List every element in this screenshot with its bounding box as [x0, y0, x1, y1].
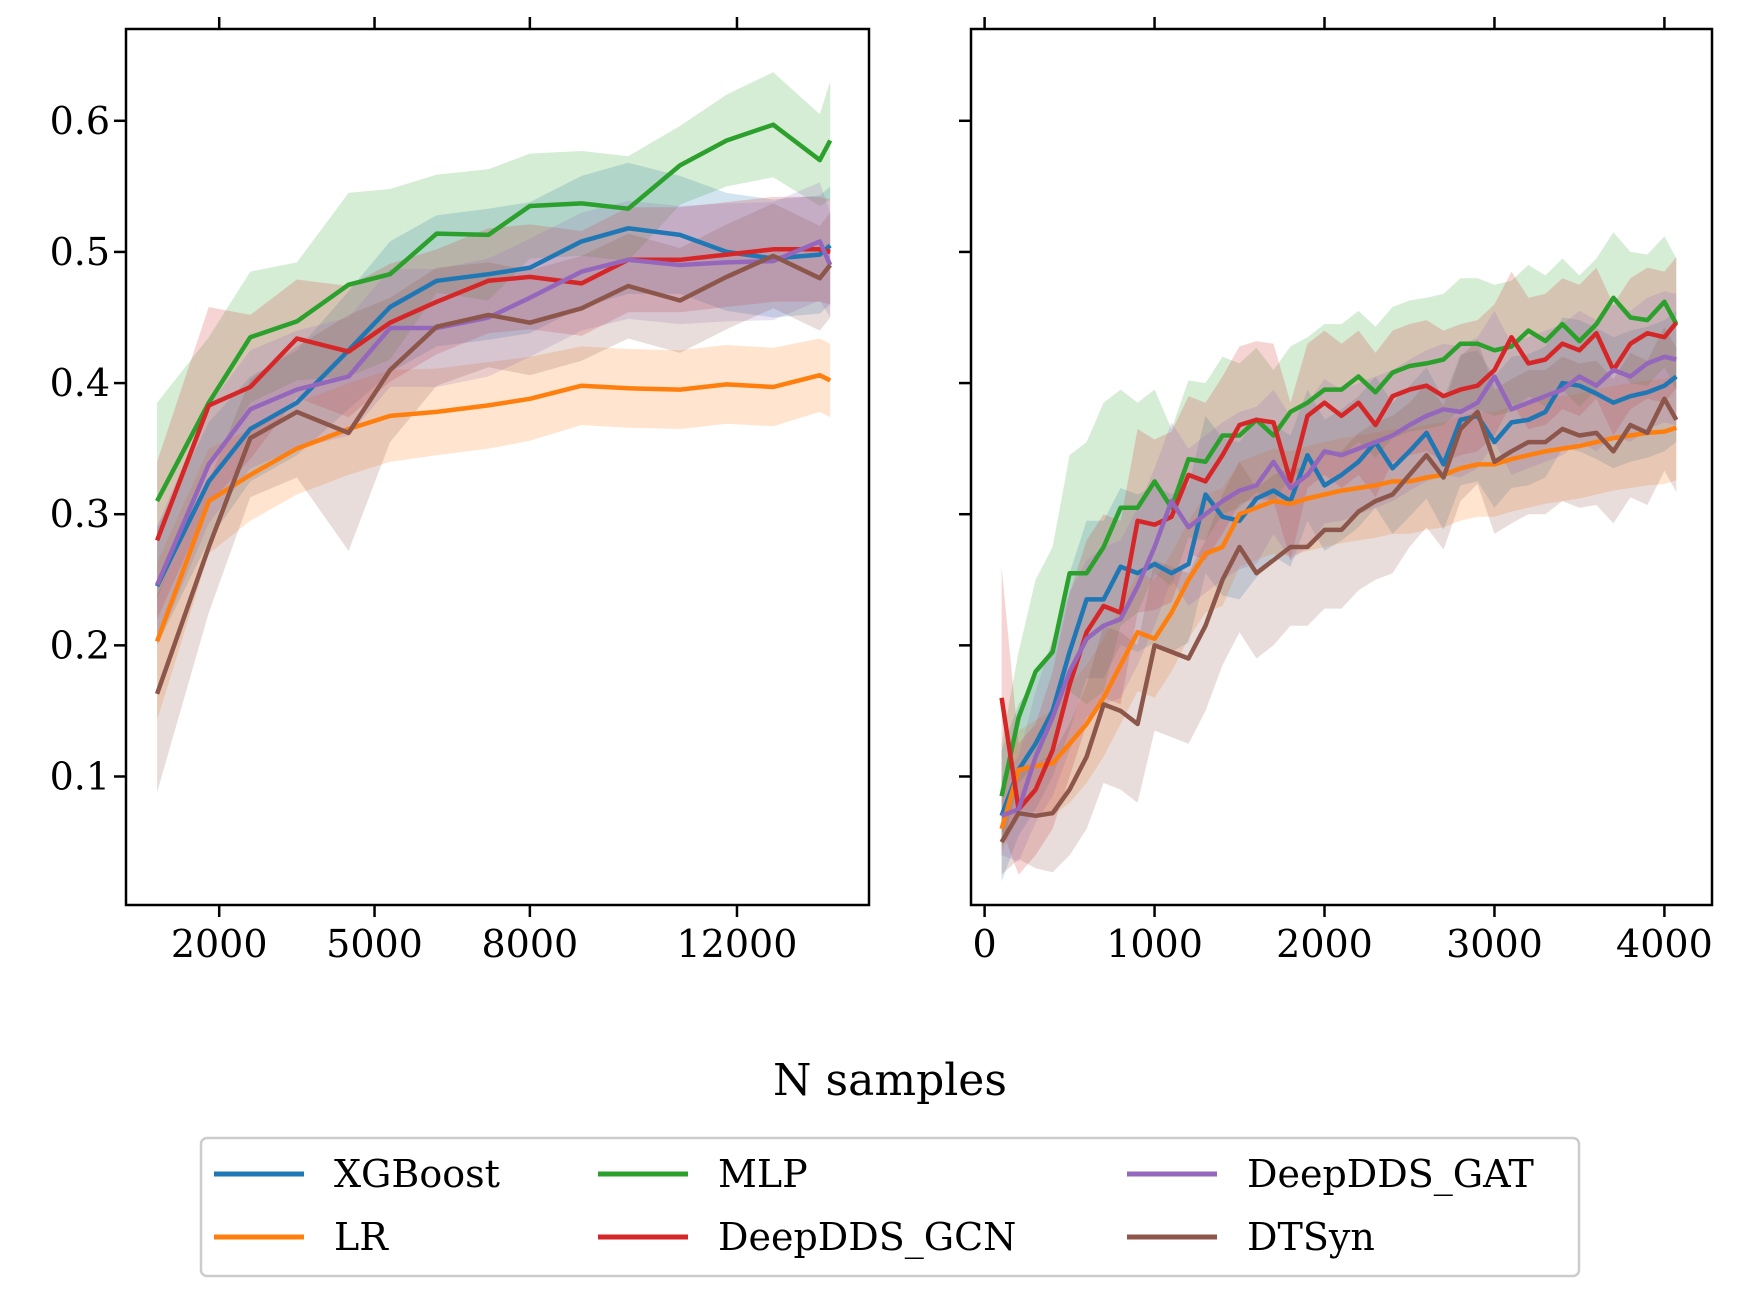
- legend-entry-dtsyn: DTSyn: [1127, 1215, 1375, 1259]
- right-line-deepdds_gcn: [999, 321, 1679, 812]
- right-ticks: 0 1000 2000 3000 4000: [959, 17, 1713, 966]
- legend-label: MLP: [718, 1152, 808, 1196]
- right-line-mlp: [999, 295, 1679, 797]
- left-band-deepdds_gat: [157, 182, 831, 644]
- left-band-lr: [157, 338, 831, 721]
- left-line-dtsyn: [154, 253, 832, 695]
- legend-entry-lr: LR: [214, 1215, 389, 1259]
- legend-entry-deepdds_gat: DeepDDS_GAT: [1127, 1152, 1534, 1197]
- right-axes-frame: [969, 27, 1714, 907]
- left-axes-frame: [124, 27, 871, 907]
- left-lines: [154, 122, 833, 695]
- legend-label: DeepDDS_GAT: [1247, 1152, 1534, 1197]
- left-panel: 2000 5000 8000 12000 0.1 0.2 0.3 0.4 0.5 0.6: [50, 17, 871, 966]
- legend-label: DTSyn: [1247, 1215, 1375, 1259]
- legend-label: DeepDDS_GCN: [718, 1215, 1016, 1260]
- legend-entry-xgboost: XGBoost: [214, 1152, 500, 1196]
- left-line-xgboost: [155, 226, 832, 588]
- left-line-lr: [154, 372, 832, 643]
- left-band-mlp: [157, 72, 831, 600]
- right-line-dtsyn: [999, 396, 1679, 844]
- right-xtick-label: 2000: [1276, 922, 1373, 966]
- right-line-deepdds_gat: [1000, 354, 1677, 818]
- legend-entry-mlp: MLP: [598, 1152, 808, 1196]
- legend-items: XGBoost LR MLP DeepDDS_GCN DeepDDS_GAT DTSyn: [214, 1152, 1534, 1260]
- left-xtick-label: 12000: [677, 922, 798, 966]
- right-xtick-label: 0: [973, 922, 997, 966]
- right-xtick-label: 1000: [1106, 922, 1203, 966]
- left-ytick-label: 0.1: [50, 754, 110, 798]
- left-line-deepdds_gcn: [154, 247, 831, 542]
- x-axis-title: N samples: [773, 1055, 1007, 1106]
- legend: XGBoost LR MLP DeepDDS_GCN DeepDDS_GAT DTSyn: [199, 1136, 1581, 1278]
- right-xtick-label: 4000: [1616, 922, 1713, 966]
- left-xtick-label: 2000: [171, 922, 268, 966]
- left-xtick-label: 5000: [326, 922, 423, 966]
- right-panel: 0 1000 2000 3000 4000: [959, 17, 1714, 966]
- left-ytick-label: 0.5: [50, 230, 110, 274]
- right-band-deepdds_gcn: [1001, 257, 1677, 875]
- left-ticks: 2000 5000 8000 12000 0.1 0.2 0.3 0.4 0.5 0.6: [50, 17, 798, 966]
- right-xtick-label: 3000: [1446, 922, 1543, 966]
- left-ytick-label: 0.3: [50, 492, 110, 536]
- left-ytick-label: 0.6: [50, 99, 110, 143]
- right-band-lr: [1001, 375, 1677, 856]
- legend-entry-deepdds_gcn: DeepDDS_GCN: [598, 1215, 1016, 1260]
- left-line-deepdds_gat: [155, 239, 833, 586]
- left-ytick-label: 0.2: [50, 623, 110, 667]
- legend-label: XGBoost: [334, 1152, 500, 1196]
- legend-box: [199, 1136, 1581, 1278]
- right-band-mlp: [1001, 232, 1677, 849]
- left-band-dtsyn: [157, 203, 831, 793]
- right-band-dtsyn: [1001, 326, 1677, 875]
- right-lines: [999, 295, 1679, 844]
- left-xtick-label: 8000: [482, 922, 579, 966]
- legend-label: LR: [334, 1215, 389, 1259]
- right-line-lr: [999, 425, 1678, 830]
- right-band-deepdds_gat: [1001, 291, 1677, 862]
- left-ytick-label: 0.4: [50, 361, 110, 405]
- left-line-mlp: [155, 122, 833, 503]
- left-band-xgboost: [157, 162, 831, 646]
